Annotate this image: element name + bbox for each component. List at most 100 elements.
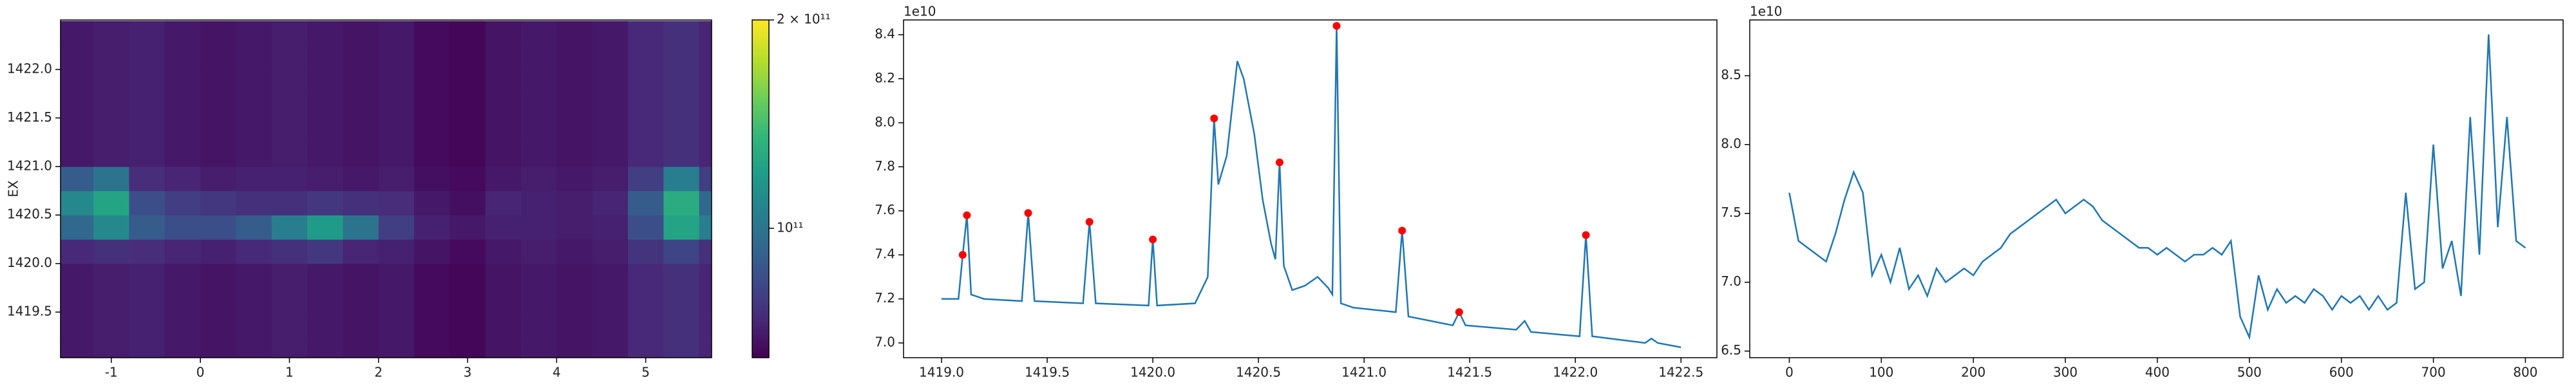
heatmap-cell — [93, 288, 130, 313]
x-tick-label: 1419.0 — [919, 365, 964, 380]
heatmap-cell — [61, 312, 94, 337]
x-tick-label: 0 — [196, 365, 205, 380]
heatmap-cell — [450, 45, 486, 70]
heatmap-cell — [592, 93, 629, 118]
heatmap-cell — [236, 45, 272, 70]
heatmap-cell — [663, 166, 700, 192]
heatmap-cell — [627, 336, 664, 358]
heatmap-cell — [627, 239, 664, 264]
heatmap-cell — [93, 93, 130, 118]
heatmap-cell — [61, 263, 94, 288]
y-tick-label: 7.0 — [1721, 273, 1741, 289]
heatmap-cell — [93, 45, 130, 70]
heatmap-cell — [307, 93, 344, 118]
heatmap-cell — [663, 69, 700, 95]
heatmap-cell — [592, 263, 629, 288]
heatmap-cell — [200, 166, 237, 192]
heatmap-cell — [307, 142, 344, 167]
heatmap-cell — [450, 288, 486, 313]
heatmap-cell — [485, 166, 522, 192]
heatmap-cell — [592, 288, 629, 313]
heatmap-cell — [556, 336, 593, 358]
heatmap-cell — [236, 21, 272, 46]
heatmap-cell — [699, 288, 712, 313]
heatmap-cell — [450, 21, 486, 46]
heatmap-cell — [236, 118, 272, 143]
heatmap-cell — [271, 239, 308, 264]
heatmap-cell — [236, 336, 272, 358]
heatmap-cell — [627, 142, 664, 167]
x-tick-label: 4 — [553, 365, 561, 380]
heatmap-cell — [592, 336, 629, 358]
heatmap-cell — [378, 336, 415, 358]
heatmap-cell — [556, 118, 593, 143]
heatmap-cell — [414, 312, 450, 337]
y-tick-label: 8.0 — [875, 114, 895, 129]
heatmap-cell — [307, 288, 344, 313]
heatmap-cell — [343, 166, 379, 192]
heatmap-cell — [236, 190, 272, 216]
axes-frame — [1749, 19, 2564, 358]
heatmap-cell — [93, 336, 130, 358]
y-tick-label: 7.6 — [875, 202, 895, 217]
heatmap-cell — [378, 215, 415, 240]
y-tick-label: 1421.5 — [7, 109, 52, 125]
heatmap-cell — [129, 166, 166, 192]
heatmap-cells — [61, 21, 712, 358]
heatmap-cell — [271, 118, 308, 143]
heatmap-cell — [129, 336, 166, 358]
heatmap-cell — [556, 288, 593, 313]
heatmap-cell — [129, 239, 166, 264]
heatmap-cell — [699, 312, 712, 337]
heatmap-cell — [592, 239, 629, 264]
heatmap-cell — [485, 336, 522, 358]
x-tick-label: 400 — [2145, 365, 2170, 380]
peak-marker — [963, 211, 971, 219]
heatmap-cell — [556, 190, 593, 216]
heatmap-cell — [556, 263, 593, 288]
heatmap-cell — [164, 190, 201, 216]
heatmap-cell — [343, 21, 379, 46]
axes-frame — [60, 19, 712, 358]
x-tick-label: 600 — [2329, 365, 2354, 380]
heatmap-cell — [627, 312, 664, 337]
y-tick-label: 7.5 — [1721, 205, 1741, 220]
x-tick-label: 800 — [2513, 365, 2537, 380]
colorbar — [752, 20, 769, 358]
y-tick-label: 8.5 — [1721, 67, 1741, 82]
peak-marker — [958, 251, 967, 259]
heatmap-cell — [93, 21, 130, 46]
heatmap-cell — [164, 336, 201, 358]
heatmap-cell — [343, 263, 379, 288]
heatmap-cell — [378, 166, 415, 192]
heatmap-cell — [663, 288, 700, 313]
heatmap-cell — [414, 93, 450, 118]
heatmap-cell — [343, 45, 379, 70]
heatmap-cell — [200, 93, 237, 118]
heatmap-cell — [129, 190, 166, 216]
heatmap-cell — [236, 312, 272, 337]
heatmap-cell — [699, 93, 712, 118]
heatmap-cell — [556, 69, 593, 95]
heatmap-cell — [663, 142, 700, 167]
heatmap-cell — [521, 263, 557, 288]
axes-frame — [903, 19, 1718, 358]
heatmap-cell — [627, 118, 664, 143]
heatmap-cell — [485, 69, 522, 95]
heatmap-cell — [378, 288, 415, 313]
heatmap-cell — [164, 118, 201, 143]
heatmap-cell — [556, 215, 593, 240]
heatmap-cell — [592, 45, 629, 70]
heatmap-cell — [663, 93, 700, 118]
peak-marker — [1398, 226, 1406, 235]
heatmap-cell — [378, 69, 415, 95]
heatmap-cell — [627, 166, 664, 192]
heatmap-cell — [343, 288, 379, 313]
heatmap-cell — [164, 239, 201, 264]
heatmap-cell — [521, 118, 557, 143]
heatmap-cell — [414, 45, 450, 70]
heatmap-cell — [307, 215, 344, 240]
heatmap-cell — [200, 263, 237, 288]
peak-marker — [1332, 22, 1341, 30]
heatmap-cell — [521, 336, 557, 358]
